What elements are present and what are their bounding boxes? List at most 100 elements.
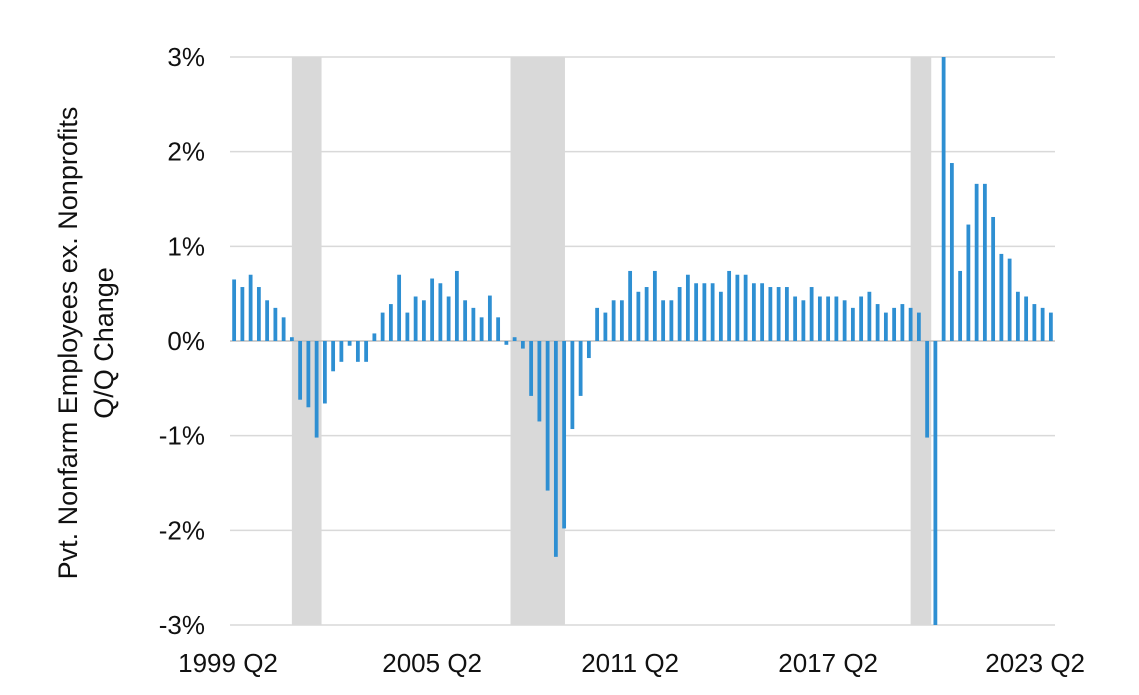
y-tick-label: 2%: [167, 137, 205, 167]
bar: [570, 341, 575, 430]
bar: [768, 287, 773, 341]
bar-series: [232, 57, 1053, 625]
bar: [446, 296, 451, 341]
x-axis-ticks: 1999 Q2 2005 Q2 2011 Q2 2017 Q2 2023 Q2: [178, 648, 1085, 678]
bar: [743, 274, 748, 341]
bar: [298, 341, 303, 400]
bar: [644, 287, 649, 341]
bar: [471, 307, 476, 341]
x-tick-label: 2017 Q2: [778, 648, 878, 678]
bar: [1048, 312, 1053, 341]
bar: [710, 283, 715, 341]
bar: [529, 341, 534, 396]
bar: [1032, 304, 1037, 341]
bar: [628, 270, 633, 341]
bar: [281, 317, 286, 341]
bar: [900, 304, 905, 341]
bar: [331, 341, 336, 372]
bar: [867, 291, 872, 341]
bar: [595, 307, 600, 341]
bar: [322, 341, 327, 404]
bar: [1015, 291, 1020, 341]
bar: [619, 300, 624, 341]
bar: [1007, 258, 1012, 341]
bar: [925, 341, 930, 438]
bar: [916, 312, 921, 341]
bar: [314, 341, 319, 438]
bar: [380, 312, 385, 341]
bar: [776, 287, 781, 341]
y-tick-label: -3%: [159, 610, 205, 640]
bar: [1040, 307, 1045, 341]
bar: [817, 296, 822, 341]
bar: [908, 307, 913, 341]
bar: [265, 300, 270, 341]
bar: [694, 283, 699, 341]
x-tick-label: 1999 Q2: [178, 648, 278, 678]
bar: [405, 312, 410, 341]
y-axis-title-line-1: Pvt. Nonfarm Employees ex. Nonprofits: [53, 107, 83, 580]
bar: [397, 274, 402, 341]
x-tick-label: 2005 Q2: [382, 648, 482, 678]
bar: [966, 224, 971, 341]
bar: [834, 296, 839, 341]
bar: [248, 274, 253, 341]
bar: [496, 317, 501, 341]
bar: [1024, 296, 1029, 341]
bar: [727, 270, 732, 341]
y-axis-title-line-2: Q/Q Change: [89, 267, 119, 419]
bar: [702, 283, 707, 341]
bar: [809, 287, 814, 341]
bar: [438, 283, 443, 341]
bar: [999, 253, 1004, 341]
bar: [883, 312, 888, 341]
bar: [306, 341, 311, 408]
bar: [504, 341, 509, 345]
bar: [289, 337, 294, 341]
bar: [347, 341, 352, 346]
x-tick-label: 2011 Q2: [581, 648, 679, 678]
bar: [842, 300, 847, 341]
bar: [512, 337, 517, 341]
y-tick-label: 0%: [167, 326, 205, 356]
bar: [479, 317, 484, 341]
x-tick-label: 2023 Q2: [985, 648, 1085, 678]
bar: [685, 274, 690, 341]
bar: [232, 279, 237, 341]
gridlines: [230, 56, 1055, 626]
bar: [636, 291, 641, 341]
bar: [991, 216, 996, 341]
bar: [463, 300, 468, 341]
bar: [875, 304, 880, 341]
bar: [611, 300, 616, 341]
bar: [537, 341, 542, 422]
bar: [578, 341, 583, 396]
bar: [661, 300, 666, 341]
bar: [586, 341, 591, 359]
bar: [751, 283, 756, 341]
bar: [933, 341, 938, 625]
bar: [784, 287, 789, 341]
bar: [760, 283, 765, 341]
bar: [735, 274, 740, 341]
bar: [355, 341, 360, 362]
bar: [388, 304, 393, 341]
bar: [430, 278, 435, 341]
bar: [372, 333, 377, 341]
bar: [826, 296, 831, 341]
bar: [793, 296, 798, 341]
y-axis-ticks: 3% 2% 1% 0% -1% -2% -3%: [159, 42, 205, 640]
bar: [520, 341, 525, 349]
y-tick-label: 3%: [167, 42, 205, 72]
bar: [562, 341, 567, 529]
bar: [892, 307, 897, 341]
bar: [669, 300, 674, 341]
bar: [958, 270, 963, 341]
bar: [413, 296, 418, 341]
bar: [339, 341, 344, 362]
bar: [454, 270, 459, 341]
bar: [364, 341, 369, 362]
bar: [603, 312, 608, 341]
bar: [974, 183, 979, 341]
